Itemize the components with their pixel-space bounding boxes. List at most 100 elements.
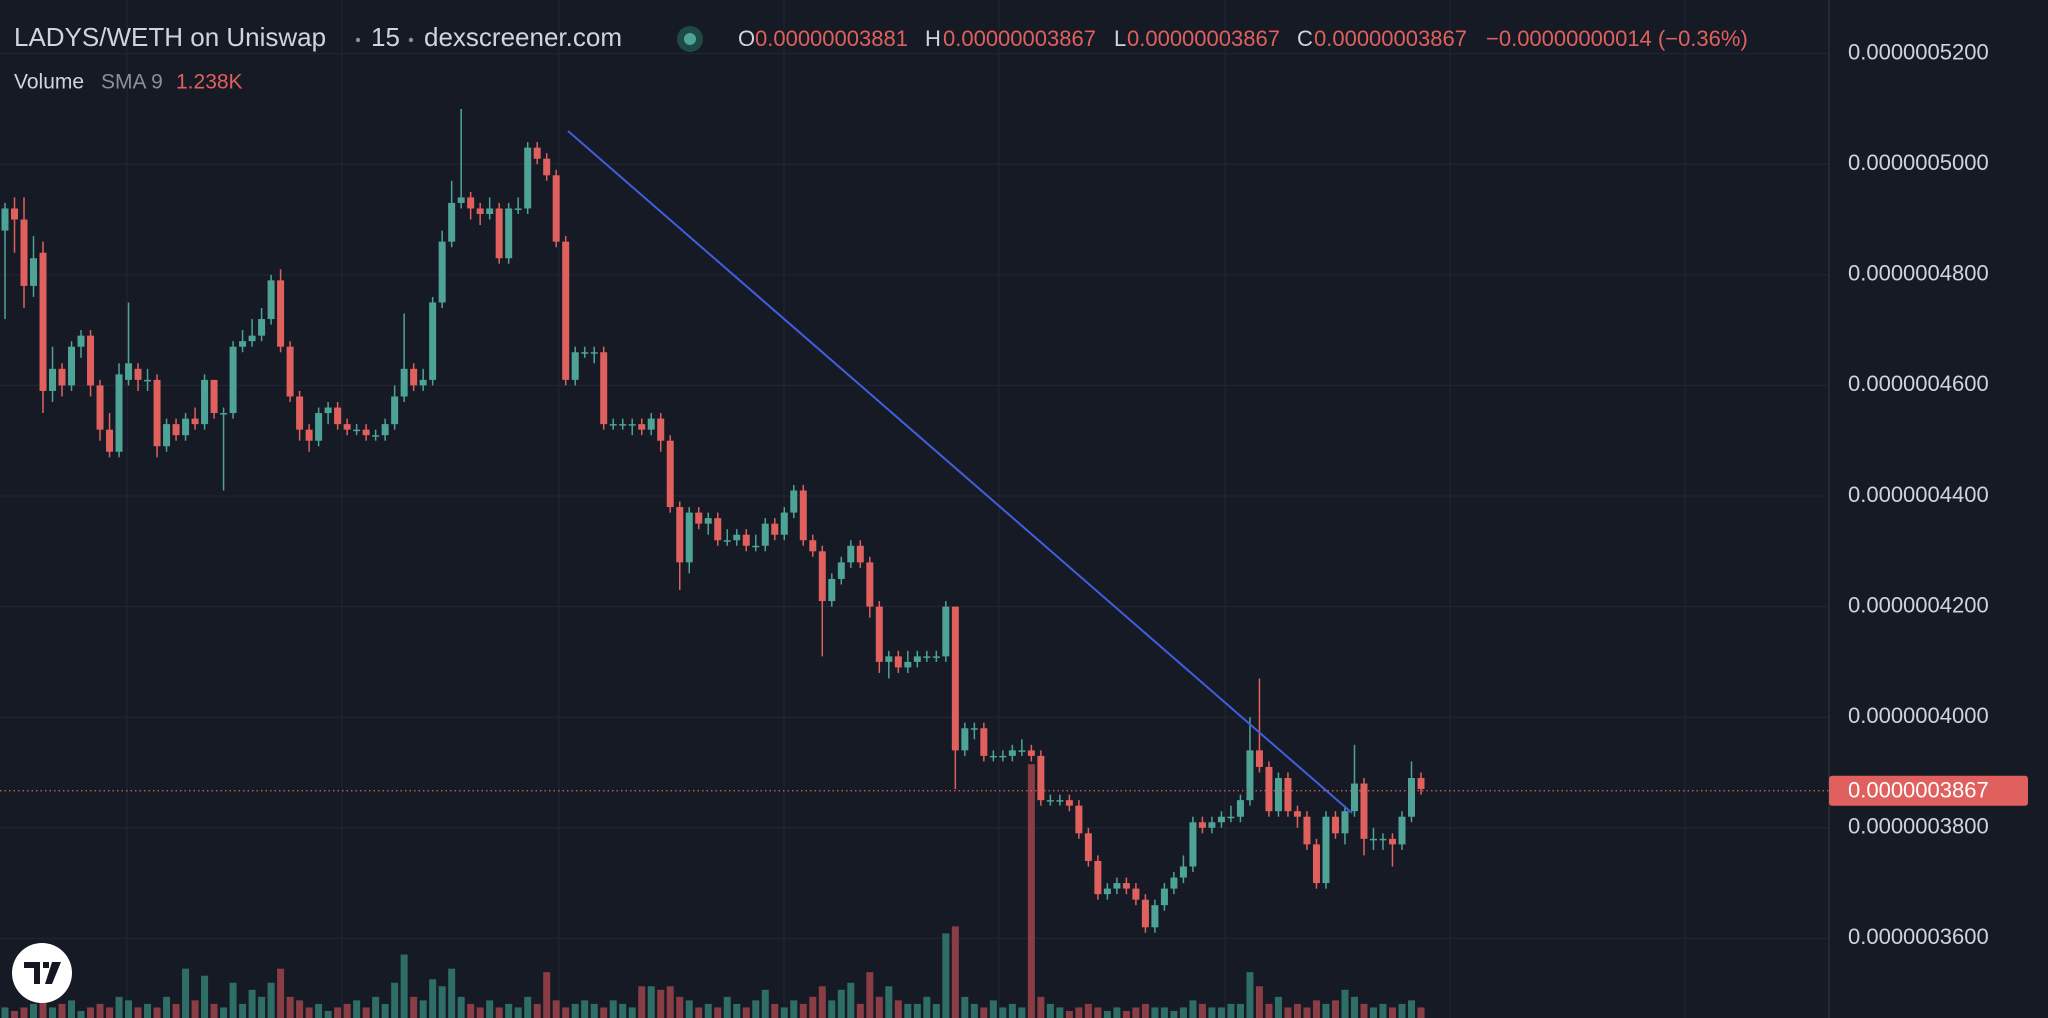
volume-bar — [1046, 1003, 1054, 1018]
candle-body — [543, 158, 551, 176]
y-tick-label: 0.0000005000 — [1848, 150, 1989, 175]
volume-bar — [77, 1010, 85, 1018]
volume-bar — [1398, 1003, 1406, 1018]
volume-bar — [191, 1000, 199, 1018]
volume-bar — [828, 1000, 836, 1018]
volume-bar — [1103, 1010, 1111, 1018]
volume-bar — [714, 1007, 722, 1018]
volume-bar — [638, 986, 646, 1018]
candle-body — [305, 429, 313, 441]
pair-title: LADYS/WETH on Uniswap — [14, 22, 326, 52]
volume-bar — [410, 996, 418, 1018]
candle-body — [666, 440, 674, 508]
candle-body — [1303, 816, 1311, 845]
candle-body — [932, 656, 940, 658]
y-tick-label: 0.0000003800 — [1848, 814, 1989, 839]
candle-body — [106, 429, 114, 452]
candle-body — [267, 280, 275, 320]
volume-bar — [362, 1007, 370, 1018]
logo-circle[interactable] — [12, 943, 72, 1003]
volume-name: Volume — [14, 71, 84, 94]
candle-body — [315, 413, 323, 441]
candle-body — [239, 341, 247, 347]
volume-bar — [1151, 1007, 1159, 1018]
y-tick-label: 0.0000004400 — [1848, 482, 1989, 507]
volume-bar — [1132, 1007, 1140, 1018]
candle-body — [467, 197, 475, 209]
ohlc-key: L — [1114, 26, 1126, 51]
candle-body — [1322, 816, 1330, 884]
candle-body — [1122, 883, 1130, 889]
volume-bar — [875, 996, 883, 1018]
candle-body — [628, 424, 636, 426]
candle-body — [562, 241, 570, 380]
candle-body — [1084, 833, 1092, 861]
volume-bar — [49, 1007, 57, 1018]
volume-bar — [353, 1000, 361, 1018]
candle-body — [191, 418, 199, 425]
volume-bar — [58, 1003, 66, 1018]
candle-body — [210, 379, 218, 414]
candle-body — [1369, 838, 1377, 841]
tradingview-logo[interactable] — [12, 943, 72, 1003]
volume-bar — [305, 1007, 313, 1018]
candle-body — [448, 202, 456, 242]
volume-bar — [885, 986, 893, 1018]
candle-body — [96, 385, 104, 430]
candle-body — [809, 540, 817, 552]
volume-value: 1.238K — [176, 71, 243, 94]
candle-body — [647, 418, 655, 430]
candle-body — [410, 368, 418, 386]
volume-bar — [619, 1003, 627, 1018]
candle-body — [1141, 899, 1149, 928]
volume-bar — [1018, 1007, 1026, 1018]
volume-bar — [942, 933, 950, 1018]
candle-body — [39, 252, 47, 391]
volume-bar — [552, 1000, 560, 1018]
volume-bar — [761, 989, 769, 1018]
price-axis-panel — [1829, 0, 2048, 1018]
volume-bar — [1179, 1007, 1187, 1018]
volume-bar — [334, 1007, 342, 1018]
candle-body — [372, 435, 380, 437]
candle-body — [182, 418, 190, 436]
candle-body — [875, 606, 883, 662]
candle-body — [248, 335, 256, 342]
volume-bar — [172, 1003, 180, 1018]
candle-body — [419, 379, 427, 386]
change: −0.00000000014 (−0.36%) — [1486, 26, 1748, 51]
volume-bar — [894, 1000, 902, 1018]
candle-body — [1274, 778, 1282, 812]
candle-body — [752, 545, 760, 548]
candle-body — [961, 728, 969, 751]
candle-body — [571, 352, 579, 380]
candle-body — [87, 335, 95, 386]
ohlc-value: 0.00000003867 — [943, 26, 1096, 51]
candle-body — [1027, 750, 1035, 756]
time-grid — [126, 0, 1686, 1018]
volume-bar — [657, 989, 665, 1018]
volume-bar — [533, 1003, 541, 1018]
candle-body — [609, 424, 617, 426]
candle-body — [685, 512, 693, 563]
volume-bar — [1322, 1003, 1330, 1018]
volume-bar — [970, 1003, 978, 1018]
candle-body — [524, 147, 532, 209]
ohlc-value: 0.00000003881 — [755, 26, 908, 51]
candle-body — [695, 512, 703, 524]
volume-bar — [372, 996, 380, 1018]
volume-bar — [286, 996, 294, 1018]
candle-body — [790, 490, 798, 513]
volume-bar — [391, 982, 399, 1018]
volume-bar — [296, 1000, 304, 1018]
candle-body — [201, 379, 209, 425]
y-tick-label: 0.0000004800 — [1848, 261, 1989, 286]
volume-bar — [229, 982, 237, 1018]
volume-bar — [400, 954, 408, 1018]
candle-body — [229, 346, 237, 414]
volume-bar — [1379, 1003, 1387, 1018]
candle-body — [1056, 800, 1064, 802]
candle-body — [657, 418, 665, 441]
